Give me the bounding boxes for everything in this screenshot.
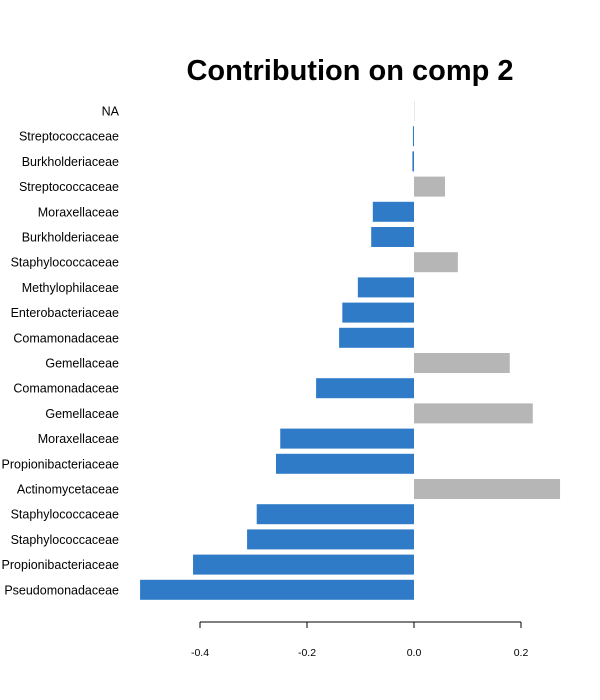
bar-14 — [280, 428, 414, 449]
category-label-14: Moraxellaceae — [38, 432, 119, 446]
category-label-12: Comamonadaceae — [13, 382, 119, 396]
bar-6 — [371, 227, 414, 247]
x-tick-label-3: 0.0 — [407, 647, 422, 659]
bar-8 — [357, 277, 414, 298]
bar-4 — [414, 176, 446, 197]
chart-title: Contribution on comp 2 — [186, 55, 513, 87]
category-label-20: Pseudomonadaceae — [4, 583, 119, 597]
bar-20 — [140, 579, 414, 600]
category-labels-group: NA Streptococcaceae Burkholderiaceae Strept… — [2, 105, 120, 598]
bars-group — [140, 101, 561, 600]
category-label-7: Staphylococcaceae — [11, 256, 119, 270]
category-label-10: Comamonadaceae — [13, 331, 119, 345]
bar-7 — [414, 252, 458, 273]
category-label-5: Moraxellaceae — [38, 205, 119, 219]
bar-10 — [339, 327, 414, 348]
category-label-19: Propionibacteriaceae — [2, 558, 119, 572]
category-label-9: Enterobacteriaceae — [11, 306, 119, 320]
category-label-4: Streptococcaceae — [19, 180, 119, 194]
category-label-3: Burkholderiaceae — [22, 155, 119, 169]
category-label-13: Gemellaceae — [45, 407, 119, 421]
x-tick-label-1: -0.4 — [191, 647, 209, 659]
x-axis: -0.4 -0.2 0.0 0.2 — [191, 621, 529, 659]
bar-13 — [414, 403, 533, 424]
bar-9 — [342, 302, 414, 323]
bar-5 — [372, 201, 414, 222]
category-label-18: Staphylococcaceae — [11, 533, 119, 547]
bar-18 — [247, 529, 414, 550]
bar-1 — [414, 101, 415, 121]
bar-16 — [414, 479, 561, 499]
bar-3 — [412, 151, 414, 172]
category-label-1: NA — [102, 105, 120, 119]
x-tick-label-4: 0.2 — [514, 647, 529, 659]
category-label-16: Actinomycetaceae — [17, 483, 119, 497]
bar-19 — [193, 554, 414, 575]
x-tick-label-2: -0.2 — [298, 647, 316, 659]
category-label-6: Burkholderiaceae — [22, 231, 119, 245]
category-label-2: Streptococcaceae — [19, 130, 119, 144]
bar-12 — [316, 378, 414, 399]
bar-17 — [256, 504, 414, 525]
category-label-15: Propionibacteriaceae — [2, 457, 119, 471]
category-label-11: Gemellaceae — [45, 357, 119, 371]
category-label-8: Methylophilaceae — [22, 281, 119, 295]
bar-11 — [414, 353, 510, 373]
category-label-17: Staphylococcaceae — [11, 508, 119, 522]
bar-15 — [275, 453, 414, 474]
bar-2 — [412, 126, 414, 147]
